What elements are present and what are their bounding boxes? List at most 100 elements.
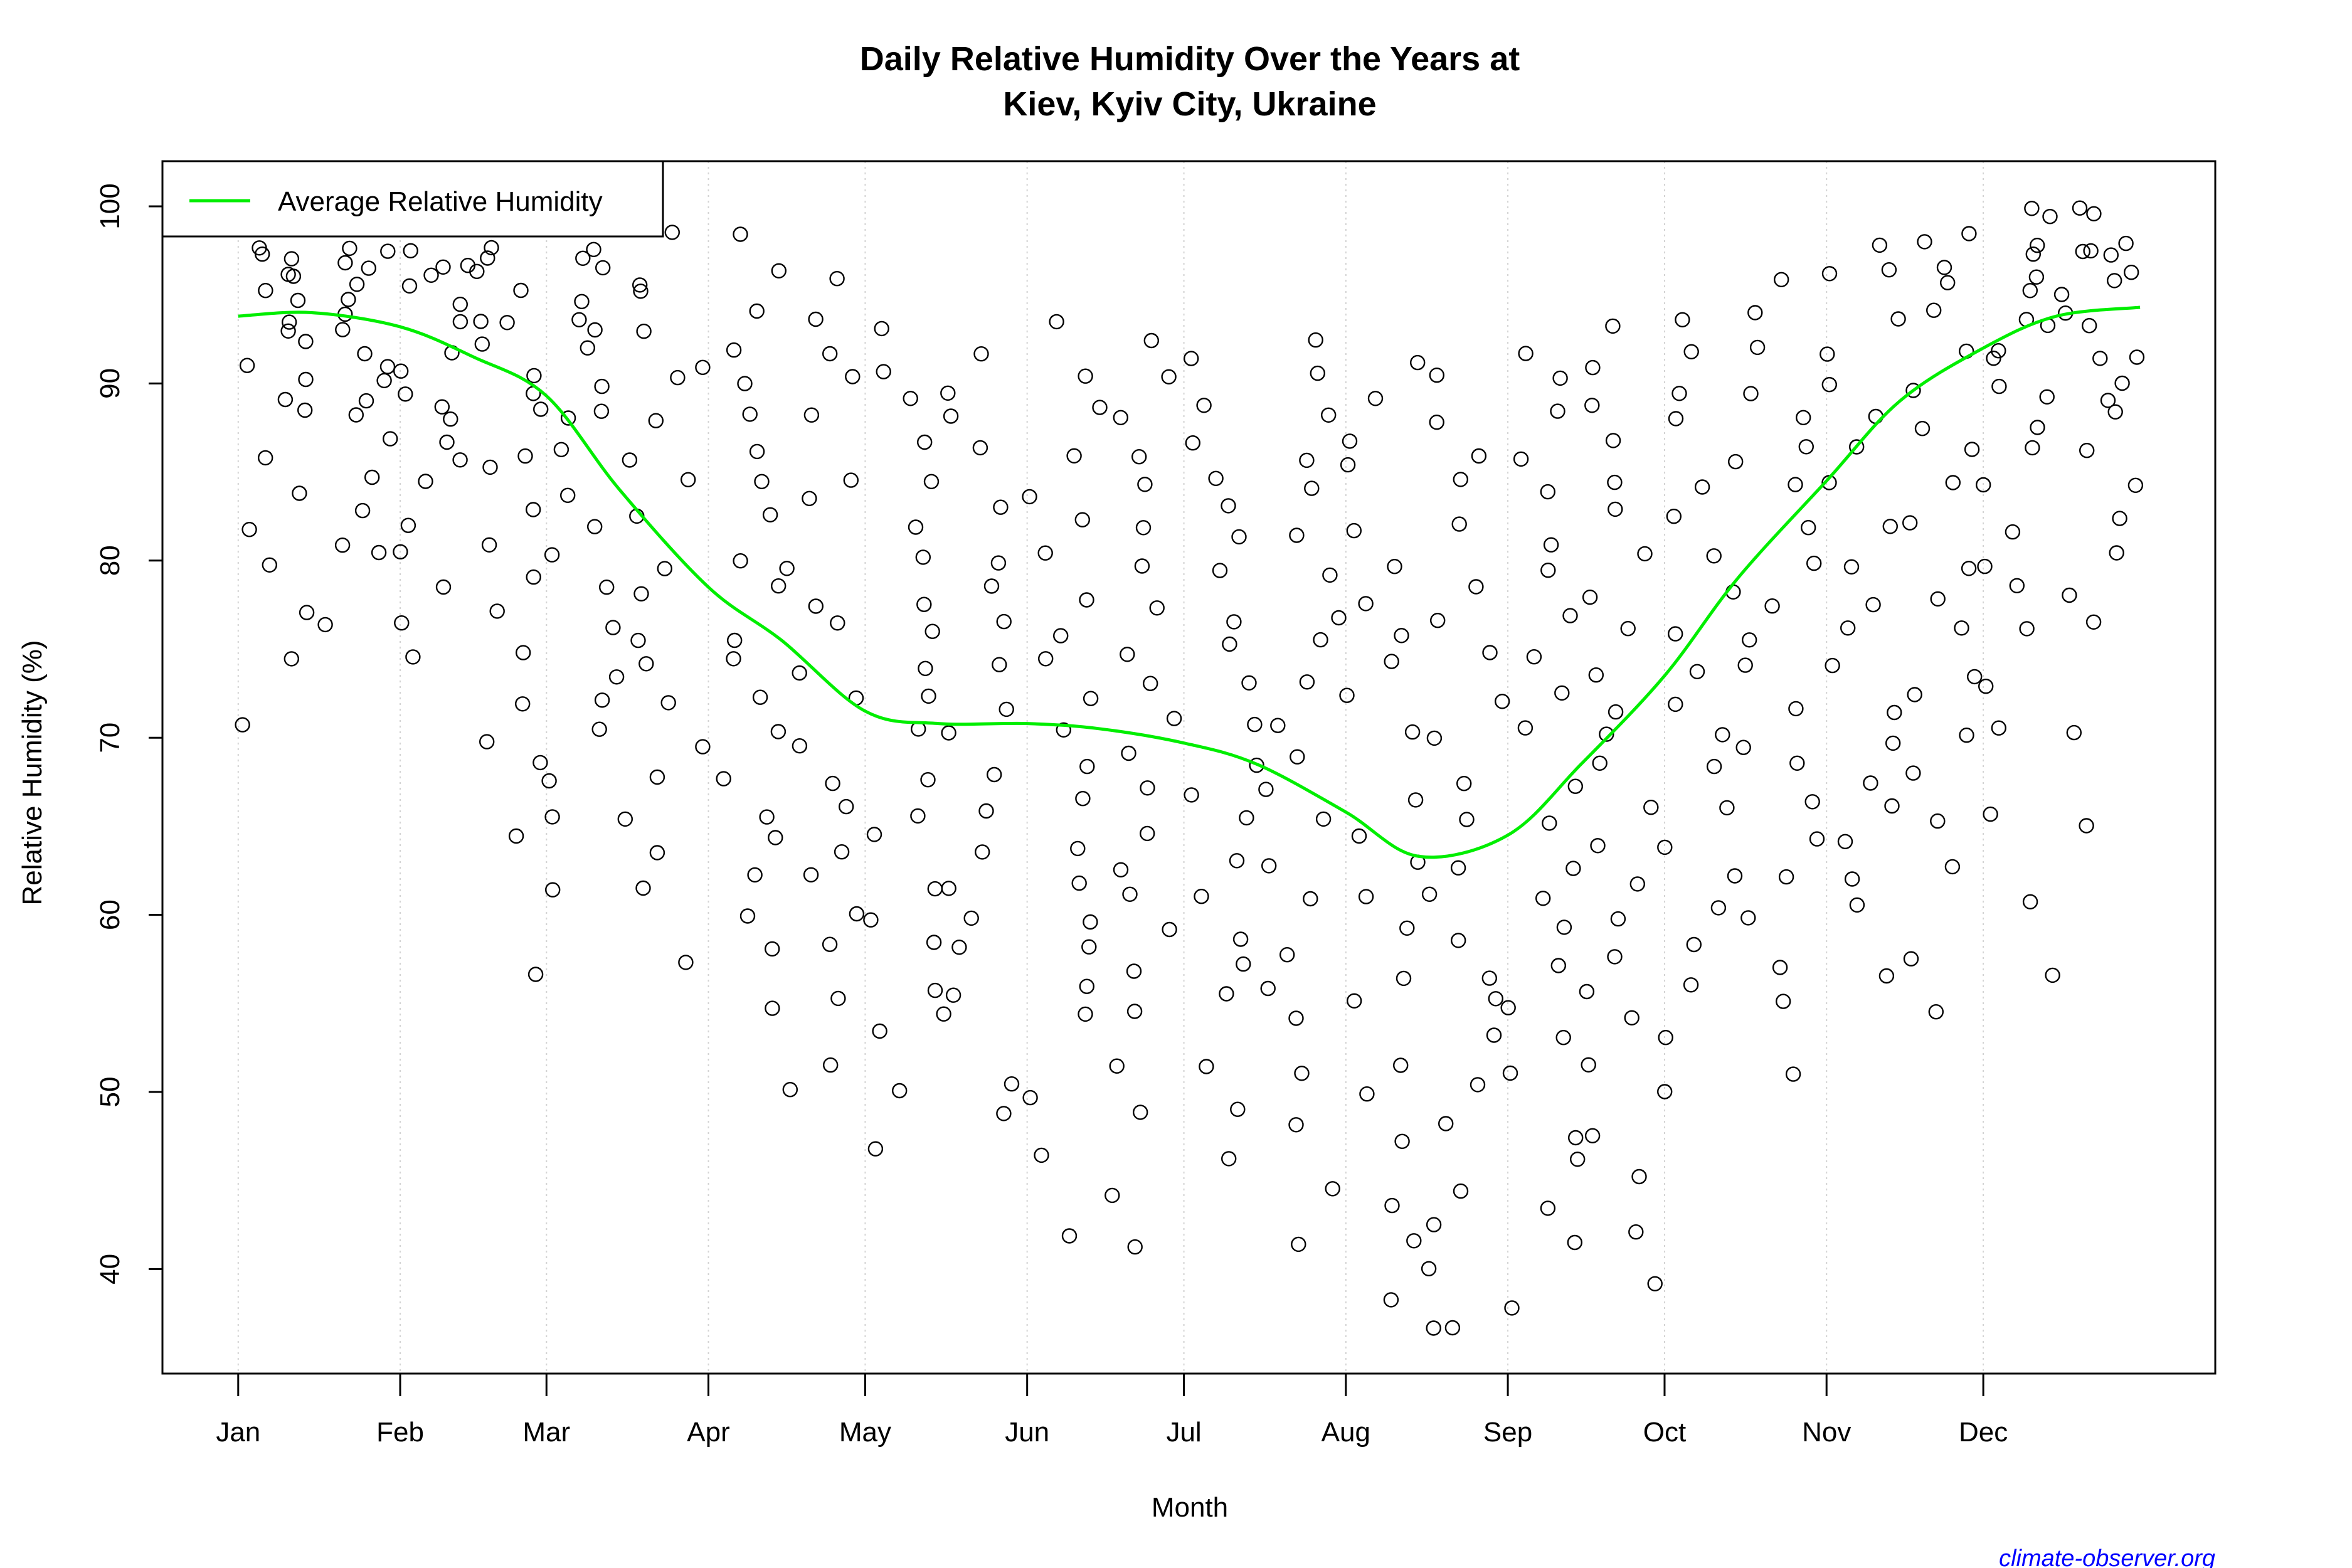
average-line: [238, 305, 2141, 859]
data-point: [1429, 368, 1445, 383]
data-point: [1340, 457, 1356, 473]
data-point: [726, 342, 742, 358]
data-point: [1887, 704, 1902, 721]
x-tick-label: Apr: [687, 1417, 729, 1448]
data-point: [924, 623, 940, 639]
data-point: [951, 940, 967, 955]
data-point: [1668, 696, 1683, 712]
data-point: [1034, 1147, 1049, 1163]
data-point: [595, 260, 611, 276]
data-point: [1079, 758, 1095, 775]
data-point: [633, 283, 649, 299]
data-point: [1905, 765, 1921, 781]
data-point: [1406, 1233, 1422, 1249]
data-point: [762, 507, 778, 522]
data-point: [1288, 1010, 1304, 1026]
data-point: [1143, 332, 1160, 349]
data-point: [803, 867, 819, 883]
data-point: [1657, 839, 1673, 856]
data-point: [1037, 545, 1053, 561]
data-point: [1137, 477, 1153, 492]
data-point: [1881, 262, 1897, 278]
data-point: [1592, 755, 1608, 771]
data-point: [1310, 365, 1326, 381]
data-point: [1290, 749, 1305, 765]
data-point: [235, 717, 250, 733]
data-point: [872, 1023, 887, 1039]
data-point: [1608, 704, 1624, 720]
x-tick-label: Jul: [1166, 1417, 1201, 1448]
data-point: [792, 738, 808, 754]
data-point: [2083, 243, 2099, 259]
data-point: [1208, 470, 1224, 486]
data-point: [1628, 1224, 1644, 1240]
data-point: [380, 243, 396, 259]
data-point: [695, 359, 711, 375]
data-point: [1599, 726, 1614, 742]
data-point: [742, 406, 758, 422]
data-point: [829, 271, 845, 287]
data-point: [845, 369, 861, 384]
data-point: [1299, 452, 1315, 469]
data-point: [1222, 636, 1237, 652]
watermark-link[interactable]: climate-observer.org: [1999, 1545, 2215, 1568]
y-axis-label: Relative Humidity (%): [17, 640, 48, 906]
data-point: [941, 881, 956, 896]
data-point: [277, 391, 294, 408]
data-point: [1926, 302, 1942, 318]
data-point: [903, 391, 918, 406]
data-point: [1914, 421, 1931, 437]
data-point: [479, 734, 495, 750]
data-point: [771, 263, 787, 278]
data-point: [908, 519, 924, 535]
data-point: [695, 739, 711, 755]
data-point: [2109, 545, 2124, 561]
data-point: [764, 941, 780, 957]
data-point: [921, 688, 936, 704]
data-point: [1671, 386, 1687, 401]
data-point: [545, 882, 561, 898]
data-point: [2123, 265, 2139, 280]
data-point: [435, 259, 451, 275]
data-point: [822, 346, 838, 362]
data-point: [1607, 949, 1623, 965]
data-point: [1737, 657, 1753, 673]
data-point: [469, 263, 485, 279]
data-point: [2081, 318, 2097, 334]
data-point: [1407, 792, 1424, 808]
data-point: [1339, 687, 1355, 703]
data-point: [499, 315, 515, 331]
data-point: [1890, 311, 1906, 327]
data-point: [936, 1006, 951, 1022]
data-point: [2106, 273, 2122, 289]
data-point: [2103, 247, 2119, 263]
data-point: [1778, 869, 1794, 885]
data-point: [586, 241, 601, 257]
data-point: [1863, 775, 1878, 791]
data-point: [2100, 393, 2116, 408]
data-point: [1304, 480, 1320, 496]
data-point: [834, 844, 850, 860]
data-point: [452, 297, 468, 312]
data-point: [972, 440, 988, 456]
data-point: [747, 867, 763, 883]
data-point: [1346, 993, 1362, 1009]
x-tick-label: Oct: [1643, 1417, 1686, 1448]
data-point: [1122, 886, 1138, 903]
data-point: [1517, 720, 1534, 736]
data-point: [1683, 977, 1699, 993]
data-point: [1104, 1187, 1120, 1204]
data-point: [1795, 410, 1811, 425]
data-point: [1675, 312, 1690, 327]
data-point: [649, 769, 665, 785]
data-point: [452, 452, 468, 468]
data-point: [1078, 368, 1093, 384]
data-point: [910, 808, 926, 824]
data-point: [1142, 675, 1158, 691]
data-point: [1518, 346, 1534, 361]
data-point: [1139, 825, 1155, 842]
data-point: [945, 987, 961, 1003]
data-point: [1185, 435, 1201, 451]
data-point: [482, 459, 498, 475]
data-point: [394, 615, 410, 631]
